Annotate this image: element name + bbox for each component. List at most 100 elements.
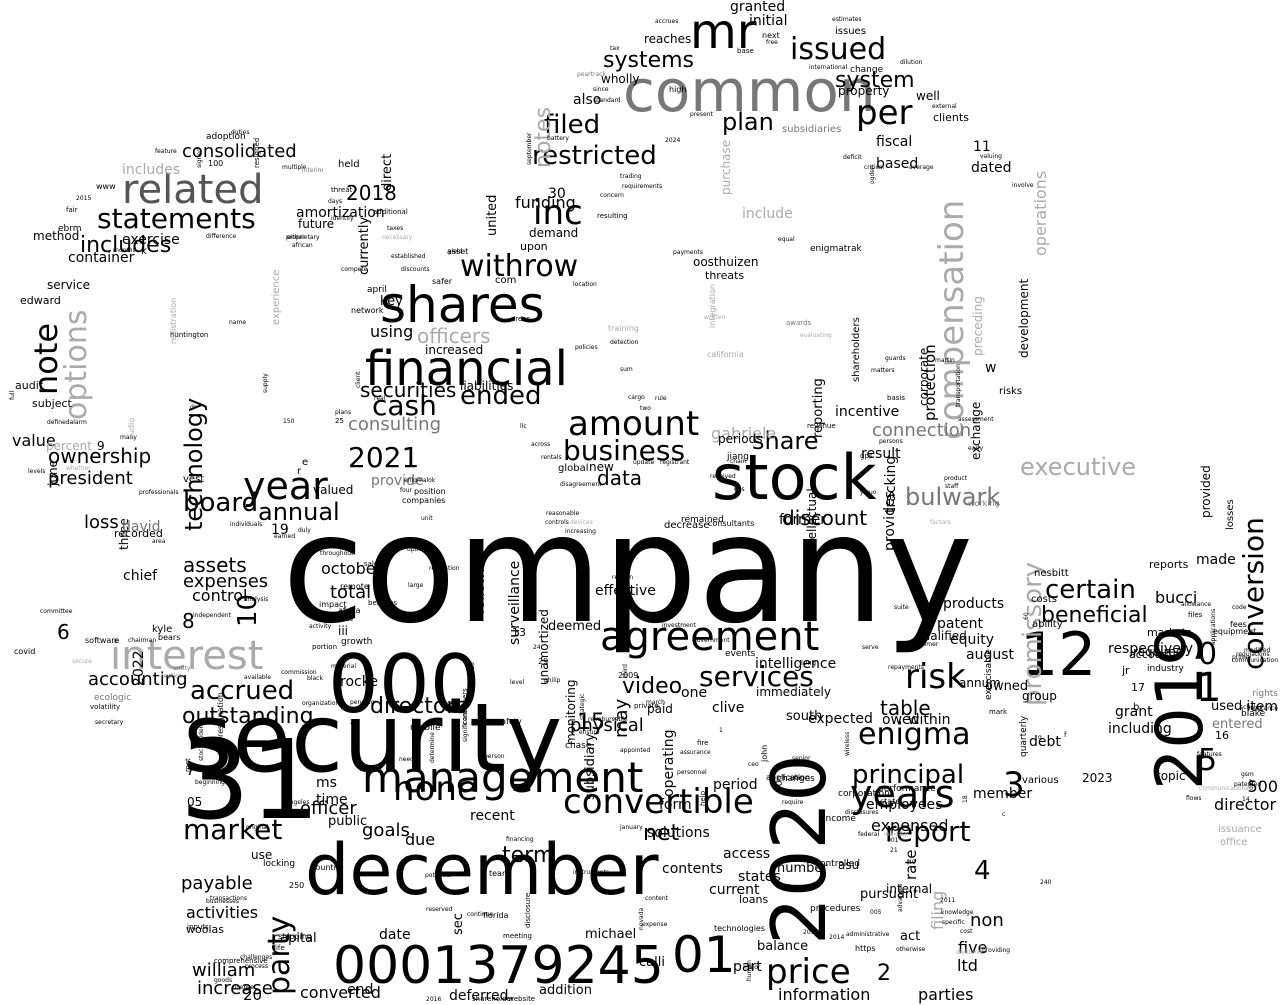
word-cloud-word: update [633, 459, 655, 466]
word-cloud-word: repayments [888, 664, 924, 671]
word-cloud-word: state [880, 797, 901, 806]
word-cloud-word: change [850, 65, 884, 75]
word-cloud-word: either [287, 234, 305, 241]
word-cloud-word: per [856, 93, 913, 133]
word-cloud-word: ogden [869, 165, 876, 184]
word-cloud-word: calli [639, 955, 665, 970]
word-cloud-word: dilution [900, 59, 923, 66]
word-cloud-word: asset [447, 247, 469, 256]
word-cloud-word: direct [380, 153, 395, 191]
word-cloud-word: dividend [956, 949, 982, 956]
word-cloud-word: well [916, 89, 940, 103]
word-cloud-word: difference [206, 233, 237, 240]
word-cloud-word: pending [350, 699, 375, 706]
word-cloud-word: strategic [579, 693, 586, 720]
word-cloud-word: kyle [152, 624, 173, 635]
word-cloud-word: guards [885, 355, 906, 362]
word-cloud-word: 6 [57, 620, 70, 644]
word-cloud-word: contents [662, 861, 723, 877]
word-cloud-word: signed [196, 148, 203, 168]
word-cloud-word: 7 [186, 763, 195, 779]
word-cloud-word: former [779, 512, 827, 528]
word-cloud-word: growth [341, 637, 373, 647]
word-cloud-word: goods [214, 977, 233, 984]
word-cloud-word: chain [730, 458, 747, 465]
word-cloud-word: due [405, 830, 436, 849]
word-cloud-word: taxes [387, 225, 404, 232]
word-cloud-word: bulwark [905, 483, 1001, 511]
word-cloud-word: entity [173, 665, 191, 672]
word-cloud-word: e [302, 457, 309, 468]
word-cloud-word: date [379, 927, 411, 943]
word-cloud-word: data [597, 466, 643, 490]
word-cloud-word: license [233, 984, 254, 991]
word-cloud-word: business [563, 434, 686, 467]
word-cloud-word: commission [281, 669, 317, 676]
word-cloud-word: large [408, 582, 424, 589]
word-cloud-word: annum [959, 676, 1001, 690]
word-cloud-word: used [1211, 699, 1243, 714]
word-cloud-word: transportation [955, 364, 962, 407]
word-cloud-word: financial [365, 341, 568, 397]
word-cloud-word: resulting [597, 212, 628, 220]
word-cloud-word: reimbursable [588, 716, 628, 723]
word-cloud-word: 2015 [76, 195, 92, 202]
word-cloud-word: industry [1147, 664, 1184, 674]
word-cloud-word: sec [451, 913, 466, 935]
word-cloud-word: 8 [182, 609, 195, 633]
word-cloud-word: two [640, 405, 651, 412]
word-cloud-word: pursuant [860, 887, 919, 902]
word-cloud-word: granted [730, 0, 786, 15]
word-cloud-word: need [399, 756, 414, 763]
word-cloud-word: controlled [815, 859, 860, 869]
word-cloud-word: edward [20, 294, 61, 307]
word-cloud-word: system [835, 68, 915, 93]
word-cloud-word: william [192, 960, 256, 981]
word-cloud-word: john [760, 744, 769, 762]
word-cloud-word: equal [778, 236, 795, 243]
word-cloud-word: indicate [884, 831, 908, 838]
word-cloud-word: procedures [810, 904, 861, 914]
word-cloud-word: fiscal [876, 134, 913, 150]
word-cloud-word: future [298, 217, 335, 231]
word-cloud-word: feature [155, 148, 177, 155]
word-cloud-word: communication [1231, 657, 1278, 664]
word-cloud-word: fees [1230, 620, 1247, 629]
word-cloud-word: result [861, 446, 901, 462]
word-cloud-word: provided [1199, 465, 1213, 518]
word-cloud-word: statements [97, 202, 256, 235]
word-cloud-word: chief [123, 568, 158, 584]
word-cloud-word: required [1133, 645, 1184, 659]
word-cloud-word: shipping [278, 932, 312, 941]
word-cloud-word: next [762, 31, 780, 40]
word-cloud-word: involve [1012, 182, 1034, 189]
word-cloud-word: since [593, 86, 609, 93]
word-cloud-word: determine [429, 732, 436, 763]
word-cloud-word: shares [380, 276, 545, 334]
word-cloud-word: remained [681, 515, 724, 525]
word-cloud-word: 250 [289, 881, 305, 890]
word-cloud-word: r [297, 466, 302, 477]
word-cloud-word: individuals [230, 521, 263, 528]
word-cloud-word: training [608, 324, 639, 333]
word-cloud-word: 2017 [803, 929, 819, 936]
word-cloud-word: deferred [449, 988, 509, 1004]
word-cloud-word: locking [263, 859, 296, 869]
word-cloud-word: 21 [890, 847, 898, 854]
word-cloud-word: accrues [655, 18, 679, 25]
word-cloud-word: plans [335, 409, 352, 416]
word-cloud-word: 14 [1242, 796, 1250, 803]
word-cloud-word: goals [362, 820, 410, 841]
word-cloud-word: definedalarm [47, 419, 87, 426]
word-cloud-word: entered [1212, 717, 1263, 732]
word-cloud-word: member [973, 786, 1033, 802]
word-cloud-word: suite [894, 604, 909, 611]
word-cloud-word: mark [989, 708, 1008, 716]
word-cloud-word: policies [575, 344, 598, 351]
word-cloud-word: technology [180, 397, 208, 531]
word-cloud-word: base [737, 47, 754, 55]
word-cloud-word: 005 [870, 909, 882, 916]
word-cloud-word: assets [183, 553, 247, 577]
word-cloud-word: 3 [1003, 765, 1025, 805]
word-cloud-word: 60 [1023, 612, 1030, 620]
